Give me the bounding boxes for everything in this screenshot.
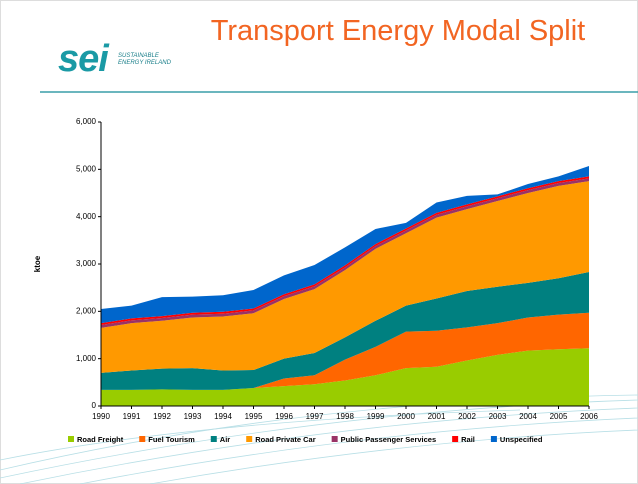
x-tick-label: 1994 xyxy=(214,412,232,421)
x-tick-label: 1999 xyxy=(367,412,385,421)
legend-swatch xyxy=(139,436,146,442)
x-tick-label: 1992 xyxy=(153,412,171,421)
legend-swatch xyxy=(331,436,338,442)
y-tick-label: 6,000 xyxy=(76,117,97,126)
x-tick-label: 1997 xyxy=(306,412,324,421)
x-tick-label: 1993 xyxy=(184,412,202,421)
x-tick-label: 1996 xyxy=(275,412,293,421)
x-tick-label: 1998 xyxy=(336,412,354,421)
x-tick-label: 1991 xyxy=(123,412,141,421)
y-axis-label: ktoe xyxy=(33,255,42,272)
y-tick-label: 3,000 xyxy=(76,259,97,268)
legend-label: Road Private Car xyxy=(255,435,316,444)
y-tick-label: 1,000 xyxy=(76,354,97,363)
x-tick-label: 2004 xyxy=(519,412,537,421)
x-tick-label: 2003 xyxy=(489,412,507,421)
legend-swatch xyxy=(68,436,74,442)
area xyxy=(101,166,589,324)
x-tick-label: 2001 xyxy=(428,412,446,421)
title: Transport Energy Modal Split xyxy=(210,15,586,47)
area xyxy=(101,348,589,406)
legend-swatch xyxy=(490,436,497,442)
x-tick-label: 2006 xyxy=(580,412,598,421)
logo-mark: sei xyxy=(58,38,109,80)
x-tick-label: 2000 xyxy=(397,412,415,421)
x-tick-label: 1995 xyxy=(245,412,263,421)
area xyxy=(101,312,589,390)
legend-label: Public Passenger Services xyxy=(341,435,436,444)
y-tick-label: 0 xyxy=(92,401,97,410)
x-tick-label: 2002 xyxy=(458,412,476,421)
area xyxy=(101,272,589,390)
x-tick-label: 1990 xyxy=(92,412,110,421)
area xyxy=(101,181,589,373)
legend-swatch xyxy=(246,436,253,442)
y-tick-label: 5,000 xyxy=(76,164,97,173)
legend-swatch xyxy=(210,436,217,442)
legend-label: Road Freight xyxy=(77,435,124,444)
legend-swatch xyxy=(452,436,459,442)
y-tick-label: 4,000 xyxy=(76,212,97,221)
legend-label: Fuel Tourism xyxy=(148,435,195,444)
legend-label: Rail xyxy=(461,435,475,444)
legend-label: Air xyxy=(220,435,231,444)
x-tick-label: 2005 xyxy=(550,412,568,421)
logo-text: SUSTAINABLE ENERGY IRELAND xyxy=(118,53,171,66)
legend-label: Unspecified xyxy=(500,435,543,444)
y-tick-label: 2,000 xyxy=(76,306,97,315)
